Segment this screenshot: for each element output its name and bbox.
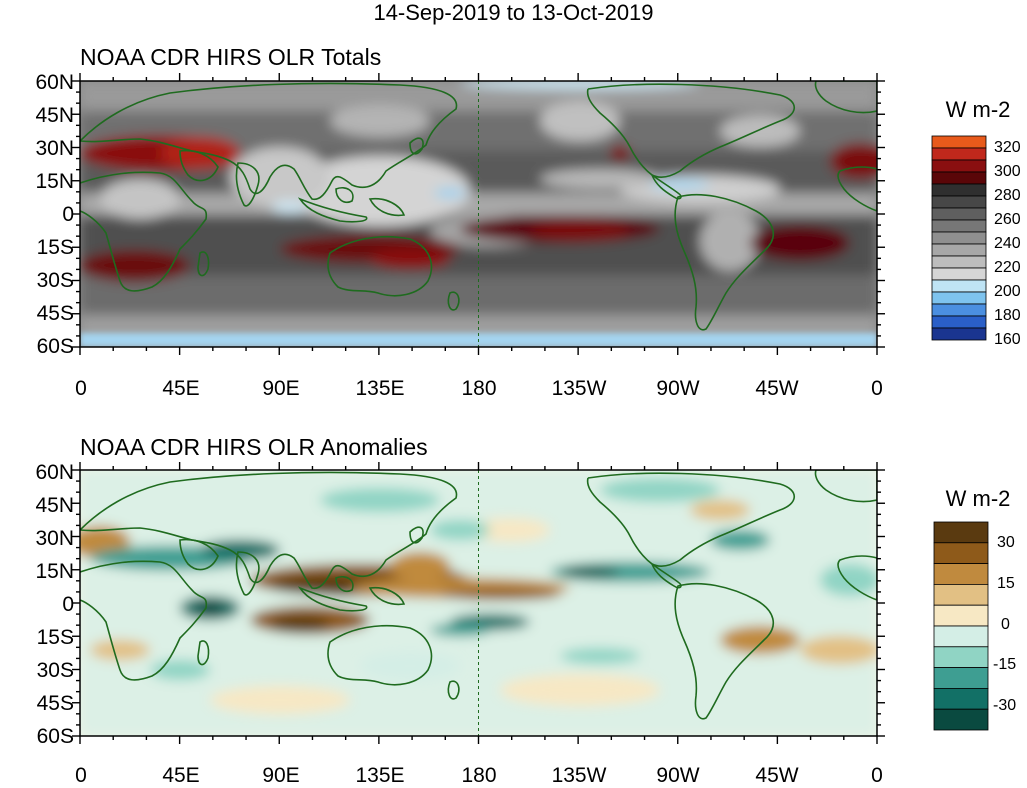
totals-colorbar-swatch bbox=[931, 135, 987, 149]
anomalies-lon-label: 90W bbox=[656, 764, 700, 787]
anomalies-colorbar-label: 15 bbox=[997, 575, 1015, 592]
anomalies-lon-label: 0 bbox=[871, 764, 883, 787]
totals-lon-label: 180 bbox=[461, 377, 497, 400]
anomalies-lat-label: 30N bbox=[35, 527, 74, 550]
anomalies-lon-label: 90E bbox=[262, 764, 300, 787]
totals-colorbar-swatch bbox=[931, 327, 987, 341]
anomalies-lon-label: 0 bbox=[75, 764, 87, 787]
anomalies-colorbar-swatch bbox=[933, 625, 989, 648]
anomalies-lon-label: 45E bbox=[162, 764, 200, 787]
anomalies-lat-label: 0 bbox=[62, 593, 74, 616]
anomalies-colorbar-swatch bbox=[933, 708, 989, 731]
totals-colorbar-swatch bbox=[931, 243, 987, 257]
totals-lon-label: 45E bbox=[162, 377, 200, 400]
totals-colorbar-label: 280 bbox=[994, 187, 1021, 204]
anomalies-lat-label: 45N bbox=[35, 494, 74, 517]
totals-lat-label: 30S bbox=[36, 269, 74, 292]
totals-lon-label: 135E bbox=[355, 377, 405, 400]
totals-colorbar-label: 320 bbox=[994, 139, 1021, 156]
totals-colorbar-swatch bbox=[931, 315, 987, 329]
totals-lat-label: 15N bbox=[35, 170, 74, 193]
anomalies-colorbar bbox=[933, 521, 989, 731]
totals-colorbar-label: 300 bbox=[994, 163, 1021, 180]
totals-panel-title: NOAA CDR HIRS OLR Totals bbox=[80, 44, 382, 70]
anomalies-lat-label: 45S bbox=[36, 692, 74, 715]
anomalies-lat-label: 15S bbox=[36, 626, 74, 649]
anomalies-lon-label: 45W bbox=[755, 764, 799, 787]
totals-colorbar-label: 180 bbox=[994, 307, 1021, 324]
anomalies-colorbar-swatch bbox=[933, 667, 989, 689]
totals-colorbar-swatch bbox=[931, 159, 987, 173]
anomalies-colorbar-swatch bbox=[933, 563, 989, 585]
anomalies-panel-title: NOAA CDR HIRS OLR Anomalies bbox=[80, 434, 428, 460]
anomalies-colorbar-swatch bbox=[933, 542, 989, 564]
totals-lon-label: 0 bbox=[75, 377, 87, 400]
anomalies-lon-label: 135W bbox=[551, 764, 607, 787]
totals-lon-label: 0 bbox=[871, 377, 883, 400]
totals-lat-label: 15S bbox=[36, 236, 74, 259]
totals-axis-ticks bbox=[72, 73, 885, 355]
totals-colorbar-swatch bbox=[931, 267, 987, 281]
totals-lat-label: 45N bbox=[35, 104, 74, 127]
anomalies-lon-label: 135E bbox=[355, 764, 405, 787]
anomalies-colorbar-swatch bbox=[933, 521, 989, 544]
totals-lon-label: 90W bbox=[656, 377, 700, 400]
anomalies-lat-label: 15N bbox=[35, 560, 74, 583]
totals-colorbar-swatch bbox=[931, 147, 987, 161]
anomalies-axis-ticks bbox=[72, 462, 885, 744]
totals-colorbar-swatch bbox=[931, 219, 987, 233]
totals-colorbar-label: 240 bbox=[994, 235, 1021, 252]
totals-lon-label: 45W bbox=[755, 377, 799, 400]
anomalies-lat-label: 30S bbox=[36, 659, 74, 682]
totals-lon-label: 90E bbox=[262, 377, 300, 400]
totals-colorbar-label: 160 bbox=[994, 331, 1021, 348]
totals-colorbar-label: 260 bbox=[994, 211, 1021, 228]
totals-lat-label: 60S bbox=[36, 335, 74, 358]
totals-colorbar-swatch bbox=[931, 279, 987, 293]
anomalies-lon-label: 180 bbox=[461, 764, 497, 787]
anomalies-colorbar-label: 0 bbox=[1001, 616, 1010, 633]
totals-lat-label: 30N bbox=[35, 137, 74, 160]
totals-colorbar-swatch bbox=[931, 171, 987, 185]
anomalies-lat-label: 60S bbox=[36, 725, 74, 748]
totals-map bbox=[80, 81, 877, 347]
figure-title: 14-Sep-2019 to 13-Oct-2019 bbox=[373, 0, 654, 25]
anomalies-colorbar-swatch bbox=[933, 584, 989, 606]
totals-colorbar-units: W m-2 bbox=[945, 97, 1011, 122]
totals-colorbar-label: 200 bbox=[994, 283, 1021, 300]
totals-colorbar bbox=[931, 135, 987, 341]
totals-lat-label: 0 bbox=[62, 203, 74, 226]
totals-colorbar-swatch bbox=[931, 195, 987, 209]
totals-colorbar-swatch bbox=[931, 207, 987, 221]
anomalies-colorbar-label: -30 bbox=[993, 697, 1017, 714]
anomalies-lat-label: 60N bbox=[35, 461, 74, 484]
anomalies-colorbar-label: 30 bbox=[997, 534, 1015, 551]
totals-colorbar-swatch bbox=[931, 291, 987, 305]
anomalies-colorbar-swatch bbox=[933, 646, 989, 668]
totals-lat-label: 60N bbox=[35, 71, 74, 94]
anomalies-colorbar-swatch bbox=[933, 688, 989, 710]
totals-colorbar-label: 220 bbox=[994, 259, 1021, 276]
totals-colorbar-swatch bbox=[931, 183, 987, 197]
anomalies-colorbar-units: W m-2 bbox=[945, 486, 1011, 511]
anomalies-colorbar-label: -15 bbox=[993, 656, 1017, 673]
totals-colorbar-swatch bbox=[931, 231, 987, 245]
totals-lat-label: 45S bbox=[36, 302, 74, 325]
totals-colorbar-swatch bbox=[931, 255, 987, 269]
anomalies-colorbar-swatch bbox=[933, 604, 989, 627]
totals-lon-label: 135W bbox=[551, 377, 607, 400]
anomalies-map bbox=[80, 470, 877, 736]
totals-colorbar-swatch bbox=[931, 303, 987, 317]
